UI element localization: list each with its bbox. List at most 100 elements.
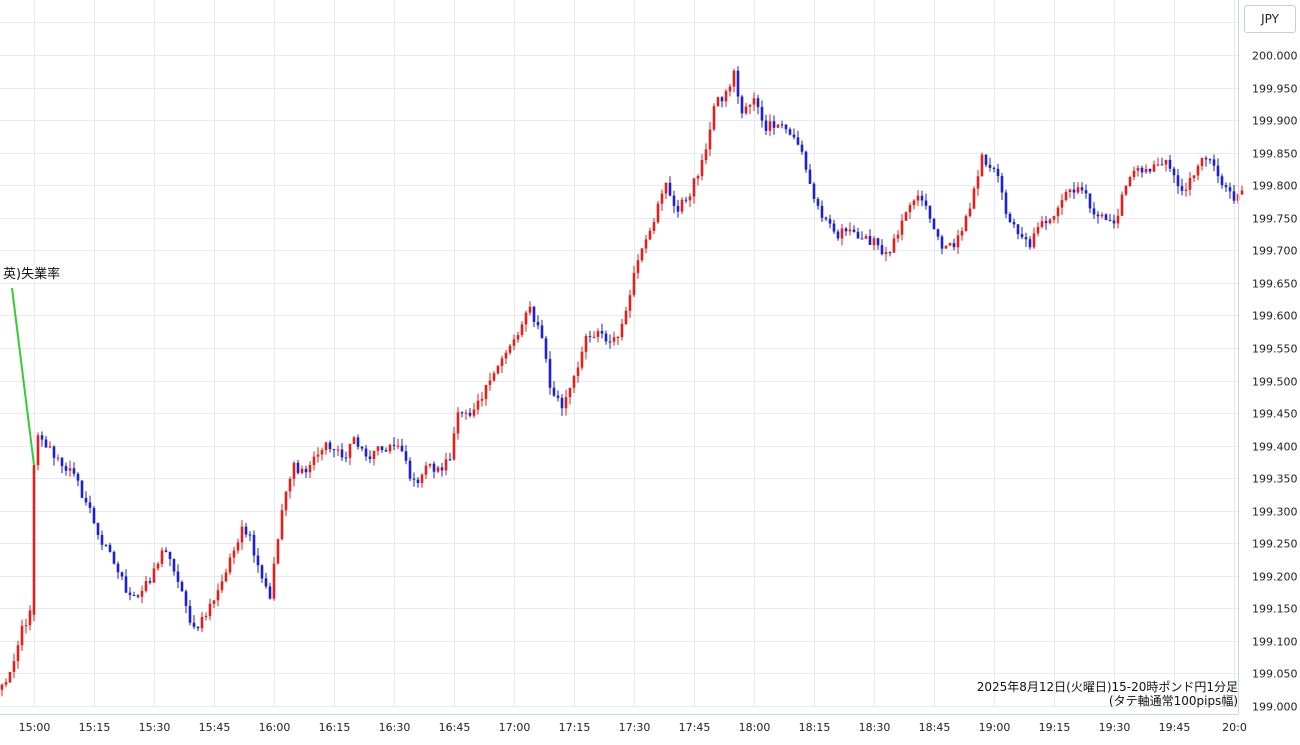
candle [1200, 157, 1204, 171]
candle [908, 202, 912, 219]
candle-body [472, 409, 476, 416]
candle [388, 443, 392, 454]
candle [44, 435, 48, 448]
candle-body [436, 467, 440, 472]
candle [912, 199, 916, 210]
candle-body [768, 121, 772, 131]
candle [880, 239, 884, 256]
candle-body [220, 581, 224, 591]
candle-body [848, 229, 852, 232]
candle [568, 387, 572, 405]
candle-body [664, 182, 668, 194]
candle [804, 150, 808, 173]
candle-body [556, 395, 560, 398]
candle-body [1108, 219, 1112, 221]
candle-body [688, 196, 692, 201]
candle-body [412, 478, 416, 480]
x-axis[interactable]: 15:00 15:15 15:30 15:45 16:00 16:15 16:30 16:45… [0, 714, 1247, 735]
candle [1184, 182, 1188, 197]
candle-body [1224, 185, 1228, 188]
candle-body [640, 248, 644, 261]
candle-body [24, 625, 28, 627]
candle [588, 330, 592, 343]
candle-body [580, 351, 584, 368]
candle-body [1212, 159, 1216, 166]
candle-body [612, 337, 616, 342]
candle [32, 464, 36, 622]
candle [40, 431, 44, 447]
candle [784, 124, 788, 134]
candle-body [1172, 168, 1176, 176]
candle [724, 89, 728, 107]
currency-badge[interactable]: JPY [1244, 5, 1296, 33]
candle-body [748, 104, 752, 107]
candle [268, 582, 272, 600]
candle-body [304, 468, 308, 473]
candle [916, 190, 920, 206]
candle [816, 196, 820, 210]
candle [892, 233, 896, 253]
candle [460, 411, 464, 418]
candle-body [864, 236, 868, 239]
x-tick-label: 15:00 [19, 721, 51, 734]
candle [1092, 202, 1096, 219]
candle [964, 214, 968, 232]
candle [932, 217, 936, 230]
candle-body [868, 236, 872, 245]
candle-body [756, 98, 760, 108]
candle-body [136, 595, 140, 597]
candle-body [572, 375, 576, 388]
candle [992, 166, 996, 173]
candle-body [616, 337, 620, 339]
candle [356, 434, 360, 450]
candle [1084, 184, 1088, 199]
x-tick-label: 19:45 [1159, 721, 1191, 734]
candle-body [628, 295, 632, 311]
candle [512, 334, 516, 351]
candle [744, 102, 748, 116]
candle-body [788, 129, 792, 135]
candle-body [92, 507, 96, 524]
candle-body [824, 217, 828, 220]
candle-body [240, 526, 244, 543]
candle [332, 448, 336, 458]
candle [736, 66, 740, 104]
candle [360, 445, 364, 452]
candle-body [28, 610, 32, 626]
candle [1216, 158, 1220, 184]
candle [80, 480, 84, 499]
candle-body [448, 459, 452, 461]
candle-body [596, 331, 600, 337]
candle [116, 561, 120, 579]
candle [620, 318, 624, 341]
y-tick-label: 199.450 [1252, 408, 1298, 421]
candle [708, 121, 712, 157]
candle-body [552, 387, 556, 396]
candle-body [568, 387, 572, 398]
candle [1128, 175, 1132, 187]
y-axis[interactable]: 200.000 199.950 199.900 199.850 199.800 199.7… [1238, 0, 1298, 714]
candle [884, 246, 888, 262]
candle [832, 219, 836, 235]
candle-body [344, 457, 348, 459]
candle [1052, 215, 1056, 224]
candle-body [52, 446, 56, 458]
candle [604, 330, 608, 345]
candle [1012, 218, 1016, 229]
candle-body [480, 398, 484, 401]
candle [732, 68, 736, 93]
candle [456, 407, 460, 440]
candle-body [692, 178, 696, 197]
candle [1008, 211, 1012, 224]
candle [252, 530, 256, 563]
candle-body [316, 454, 320, 457]
x-tick-label: 17:45 [679, 721, 711, 734]
candle [860, 231, 864, 240]
candle-body [956, 235, 960, 248]
x-tick-label: 19:30 [1099, 721, 1131, 734]
candle [1136, 165, 1140, 177]
y-tick-label: 200.000 [1252, 50, 1298, 63]
candle-body [268, 586, 272, 599]
candle [472, 402, 476, 418]
